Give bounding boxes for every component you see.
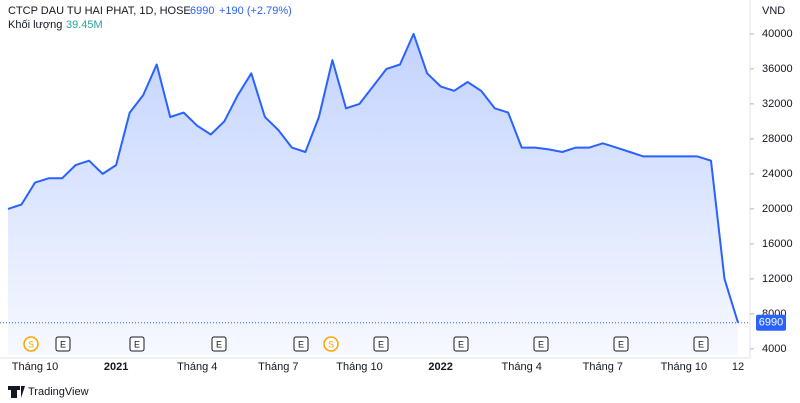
x-tick-label: Tháng 10 bbox=[661, 361, 707, 373]
event-icon bbox=[23, 336, 39, 352]
event-label: E bbox=[698, 339, 704, 349]
x-tick-label: Tháng 7 bbox=[583, 361, 623, 373]
event-icon bbox=[533, 336, 549, 352]
y-tick-label: 40000 bbox=[762, 28, 793, 40]
y-tick-label: 12000 bbox=[762, 273, 793, 285]
y-tick-label: 20000 bbox=[762, 203, 793, 215]
event-label: E bbox=[538, 339, 544, 349]
y-tick-label: 28000 bbox=[762, 133, 793, 145]
x-tick-label: 2021 bbox=[104, 361, 128, 373]
x-tick-label: Tháng 7 bbox=[258, 361, 298, 373]
event-icon bbox=[613, 336, 629, 352]
event-label: S bbox=[28, 339, 34, 349]
x-tick-label: Tháng 10 bbox=[12, 361, 58, 373]
x-tick-label: Tháng 4 bbox=[177, 361, 217, 373]
y-tick-label: 4000 bbox=[762, 343, 786, 355]
area-fill bbox=[8, 33, 738, 356]
price-line bbox=[7, 32, 739, 323]
event-icon bbox=[323, 336, 339, 352]
y-tick-label: 36000 bbox=[762, 63, 793, 75]
event-icon bbox=[693, 336, 709, 352]
x-tick-label: Tháng 10 bbox=[336, 361, 382, 373]
event-icon bbox=[293, 336, 309, 352]
y-tick-label: 24000 bbox=[762, 168, 793, 180]
event-icon bbox=[373, 336, 389, 352]
event-icon bbox=[55, 336, 71, 352]
source: TradingView bbox=[28, 386, 89, 398]
price-change: +190 (+2.79%) bbox=[219, 5, 292, 17]
event-label: E bbox=[134, 339, 140, 349]
currency: VND bbox=[762, 5, 785, 17]
last-price: 6990 bbox=[190, 5, 214, 17]
event-icon bbox=[453, 336, 469, 352]
event-label: E bbox=[216, 339, 222, 349]
event-label: E bbox=[458, 339, 464, 349]
event-label: E bbox=[60, 339, 66, 349]
y-tick-label: 16000 bbox=[762, 238, 793, 250]
event-label: E bbox=[618, 339, 624, 349]
x-tick-label: 12 bbox=[732, 361, 744, 373]
chart-title: CTCP DAU TU HAI PHAT, 1D, HOSE bbox=[8, 5, 191, 17]
event-icon bbox=[129, 336, 145, 352]
logo bbox=[8, 386, 25, 398]
y-tick-label: 32000 bbox=[762, 98, 793, 110]
volume-value: 39.45M bbox=[66, 19, 103, 31]
volume-label: Khối lượng bbox=[8, 19, 62, 31]
price-tag-bg bbox=[756, 314, 786, 331]
x-tick-label: Tháng 4 bbox=[502, 361, 542, 373]
event-label: S bbox=[328, 339, 334, 349]
event-label: E bbox=[378, 339, 384, 349]
event-icon bbox=[211, 336, 227, 352]
price-tag: 6990 bbox=[759, 317, 783, 329]
x-tick-label: 2022 bbox=[428, 361, 452, 373]
event-label: E bbox=[298, 339, 304, 349]
